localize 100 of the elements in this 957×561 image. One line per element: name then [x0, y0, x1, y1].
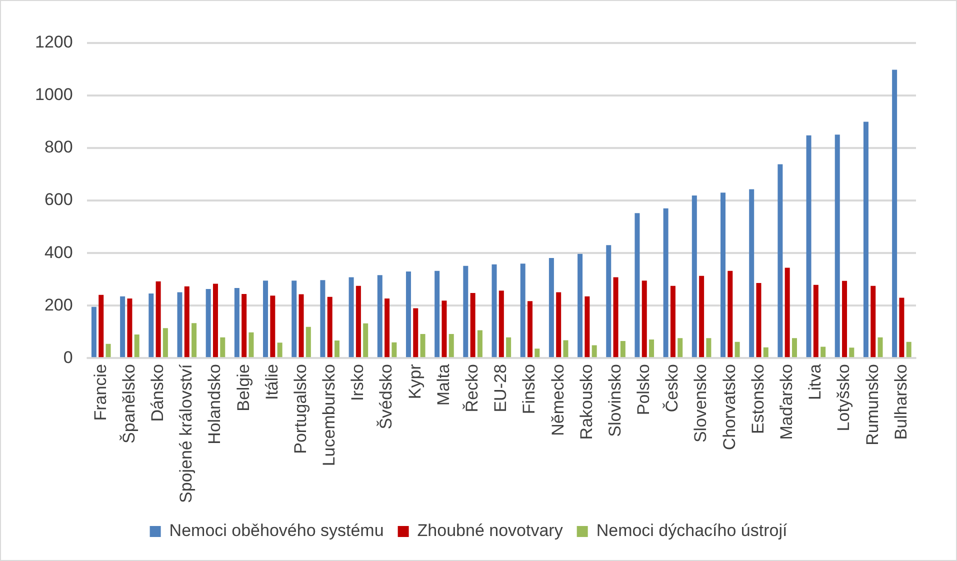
bar	[528, 301, 533, 358]
bar	[849, 348, 854, 358]
bar	[720, 192, 726, 358]
bar	[392, 342, 397, 358]
bar	[363, 323, 368, 358]
bar	[91, 306, 96, 358]
bar	[642, 280, 647, 358]
bar	[613, 277, 618, 358]
y-tick-label: 400	[44, 242, 73, 262]
bar	[234, 288, 240, 358]
bar	[463, 266, 468, 358]
bar	[634, 213, 640, 358]
x-tick-label: Francie	[90, 364, 110, 421]
bar	[384, 298, 390, 358]
x-tick-label: Litva	[806, 364, 825, 400]
bar	[863, 122, 868, 358]
bar	[784, 268, 790, 358]
bar	[906, 342, 912, 358]
bar	[734, 342, 740, 358]
bar	[606, 245, 612, 358]
bar	[106, 344, 111, 358]
bar	[177, 292, 182, 358]
bar	[670, 286, 676, 358]
x-tick-label: Lotyšsko	[834, 364, 854, 432]
bar	[270, 296, 276, 358]
x-tick-label: Dánsko	[148, 364, 167, 422]
bar	[192, 323, 197, 358]
bar	[492, 264, 497, 358]
bar	[242, 294, 247, 358]
bar	[448, 334, 454, 358]
bar	[442, 300, 447, 358]
bar	[220, 337, 226, 358]
bar	[756, 282, 762, 358]
y-tick-label: 1200	[34, 32, 73, 52]
bar	[663, 208, 668, 358]
bar	[706, 338, 712, 358]
bar	[263, 280, 268, 358]
bar	[806, 135, 812, 358]
x-tick-label: Lucembursko	[320, 364, 339, 466]
bar	[298, 294, 304, 358]
bar	[620, 341, 626, 358]
y-tick-label: 800	[44, 138, 73, 157]
bar	[842, 280, 848, 358]
bar	[870, 286, 876, 358]
bar	[306, 326, 311, 358]
x-tick-label: EU-28	[491, 364, 510, 412]
x-tick-label: Belgie	[234, 364, 253, 412]
x-tick-label: Finsko	[520, 364, 539, 414]
x-tick-label: Rumunsko	[862, 364, 882, 446]
bar	[420, 334, 426, 358]
bar	[120, 296, 126, 358]
x-tick-label: Spojené království	[176, 364, 196, 503]
x-tick-label: Estonsko	[748, 364, 768, 434]
bar	[506, 337, 512, 358]
bar	[763, 347, 768, 358]
bar	[778, 164, 783, 358]
bar	[127, 298, 132, 358]
bar	[813, 284, 818, 358]
x-tick-label: Irsko	[348, 364, 368, 401]
bar	[477, 330, 482, 358]
y-tick-label: 1000	[34, 85, 73, 104]
bar	[678, 338, 683, 358]
x-tick-label: Rakousko	[576, 364, 596, 440]
bar	[520, 264, 526, 358]
y-tick-label: 600	[44, 190, 73, 210]
bar	[649, 339, 654, 358]
bar	[292, 280, 297, 358]
bar	[749, 189, 754, 358]
bar	[578, 254, 583, 358]
bar	[212, 284, 218, 358]
bar	[277, 342, 282, 358]
y-tick-label: 0	[63, 348, 73, 367]
bar	[327, 296, 332, 358]
x-tick-label: Kypr	[405, 364, 424, 400]
legend-label: Nemoci dýchacího ústrojí	[596, 521, 788, 540]
x-tick-label: Slovinsko	[605, 364, 624, 437]
bar	[548, 258, 554, 358]
bar	[162, 328, 168, 358]
x-tick-label: Bulharsko	[891, 364, 910, 440]
legend-label: Nemoci oběhového systému	[169, 521, 384, 540]
bar	[320, 280, 326, 358]
bar	[206, 289, 211, 358]
x-tick-label: Španělsko	[119, 364, 138, 444]
bar	[792, 338, 797, 358]
x-tick-label: Polsko	[634, 364, 654, 416]
bar	[699, 276, 704, 358]
bar	[692, 196, 697, 358]
legend-label: Zhoubné novotvary	[417, 521, 564, 540]
bar	[592, 345, 597, 358]
bar	[377, 275, 382, 358]
x-tick-label: Chorvatsko	[720, 364, 739, 450]
x-tick-label: Slovensko	[691, 364, 710, 443]
x-tick-label: Maďarsko	[777, 364, 796, 440]
bar	[820, 346, 826, 358]
bar	[834, 134, 840, 358]
bar	[406, 271, 411, 358]
x-tick-label: Malta	[434, 364, 453, 406]
bar	[334, 340, 340, 358]
bar	[356, 286, 361, 358]
bar	[892, 70, 898, 358]
